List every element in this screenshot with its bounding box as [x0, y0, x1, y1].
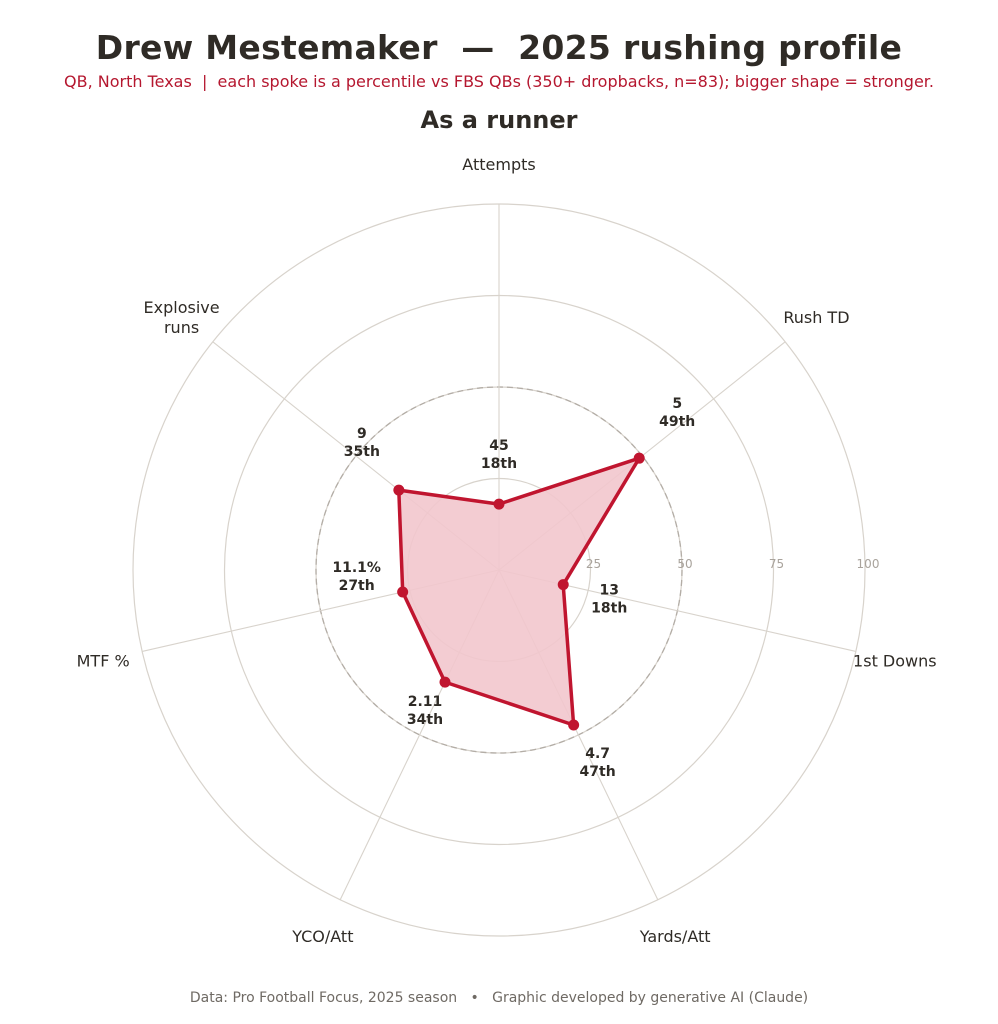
axis-label-layer: Attempts Rush TD 1st Downs Yards/Att YCO/Att… [77, 155, 937, 946]
value-raw-yards-att: 4.7 [585, 746, 610, 762]
ring-label-layer: 25 50 75 100 [586, 557, 880, 571]
value-rank-1st-downs: 18th [591, 601, 627, 617]
value-rank-mtf: 27th [339, 578, 375, 594]
axis-label-rush-td: Rush TD [783, 308, 849, 327]
axis-label-yco-att: YCO/Att [291, 927, 353, 946]
value-raw-attempts: 45 [489, 438, 508, 454]
axis-label-mtf: MTF % [77, 651, 130, 670]
value-raw-rush-td: 5 [672, 396, 682, 412]
value-label-attempts: 45 18th [481, 438, 517, 472]
value-label-layer: 45 18th 5 49th 13 18th 4.7 47th 2.11 34th 11.1% 27t… [332, 396, 695, 780]
shape-layer [397, 456, 641, 727]
value-label-yards-att: 4.7 47th [580, 746, 616, 780]
value-rank-attempts: 18th [481, 456, 517, 472]
point-layer [393, 452, 645, 731]
ring-label-25: 25 [586, 557, 601, 571]
value-raw-1st-downs: 13 [599, 583, 618, 599]
percentile-shape [397, 456, 641, 727]
ring-label-100: 100 [857, 557, 880, 571]
data-point-yards-att [568, 719, 580, 731]
value-label-1st-downs: 13 18th [591, 583, 627, 617]
value-label-explosive-runs: 9 35th [344, 426, 380, 460]
axis-label-attempts: Attempts [462, 155, 535, 174]
axis-label-1st-downs: 1st Downs [853, 651, 937, 670]
footer-credit: Data: Pro Football Focus, 2025 season • … [189, 990, 809, 1006]
value-rank-yards-att: 47th [580, 764, 616, 780]
value-label-rush-td: 5 49th [659, 396, 695, 430]
data-point-rush-td [633, 452, 645, 464]
value-rank-rush-td: 49th [659, 414, 695, 430]
value-label-yco-att: 2.11 34th [407, 694, 443, 728]
page-title: Drew Mestemaker — 2025 rushing profile [95, 28, 903, 67]
value-label-mtf: 11.1% 27th [332, 560, 381, 594]
value-rank-yco-att: 34th [407, 712, 443, 728]
page-subtitle: QB, North Texas | each spoke is a percen… [64, 72, 934, 91]
ring-label-75: 75 [769, 557, 784, 571]
ring-label-50: 50 [677, 557, 692, 571]
axis-label-explosive-runs: Explosive runs [144, 298, 220, 337]
data-point-1st-downs [557, 579, 569, 591]
data-point-yco-att [439, 676, 451, 688]
data-point-mtf [397, 586, 409, 598]
value-rank-explosive-runs: 35th [344, 444, 380, 460]
value-raw-yco-att: 2.11 [408, 694, 443, 710]
data-point-explosive-runs [393, 484, 405, 496]
data-point-attempts [493, 498, 505, 510]
axis-label-yards-att: Yards/Att [639, 927, 711, 946]
chart-title: As a runner [420, 106, 578, 134]
value-raw-mtf: 11.1% [332, 560, 381, 576]
value-raw-explosive-runs: 9 [357, 426, 367, 442]
